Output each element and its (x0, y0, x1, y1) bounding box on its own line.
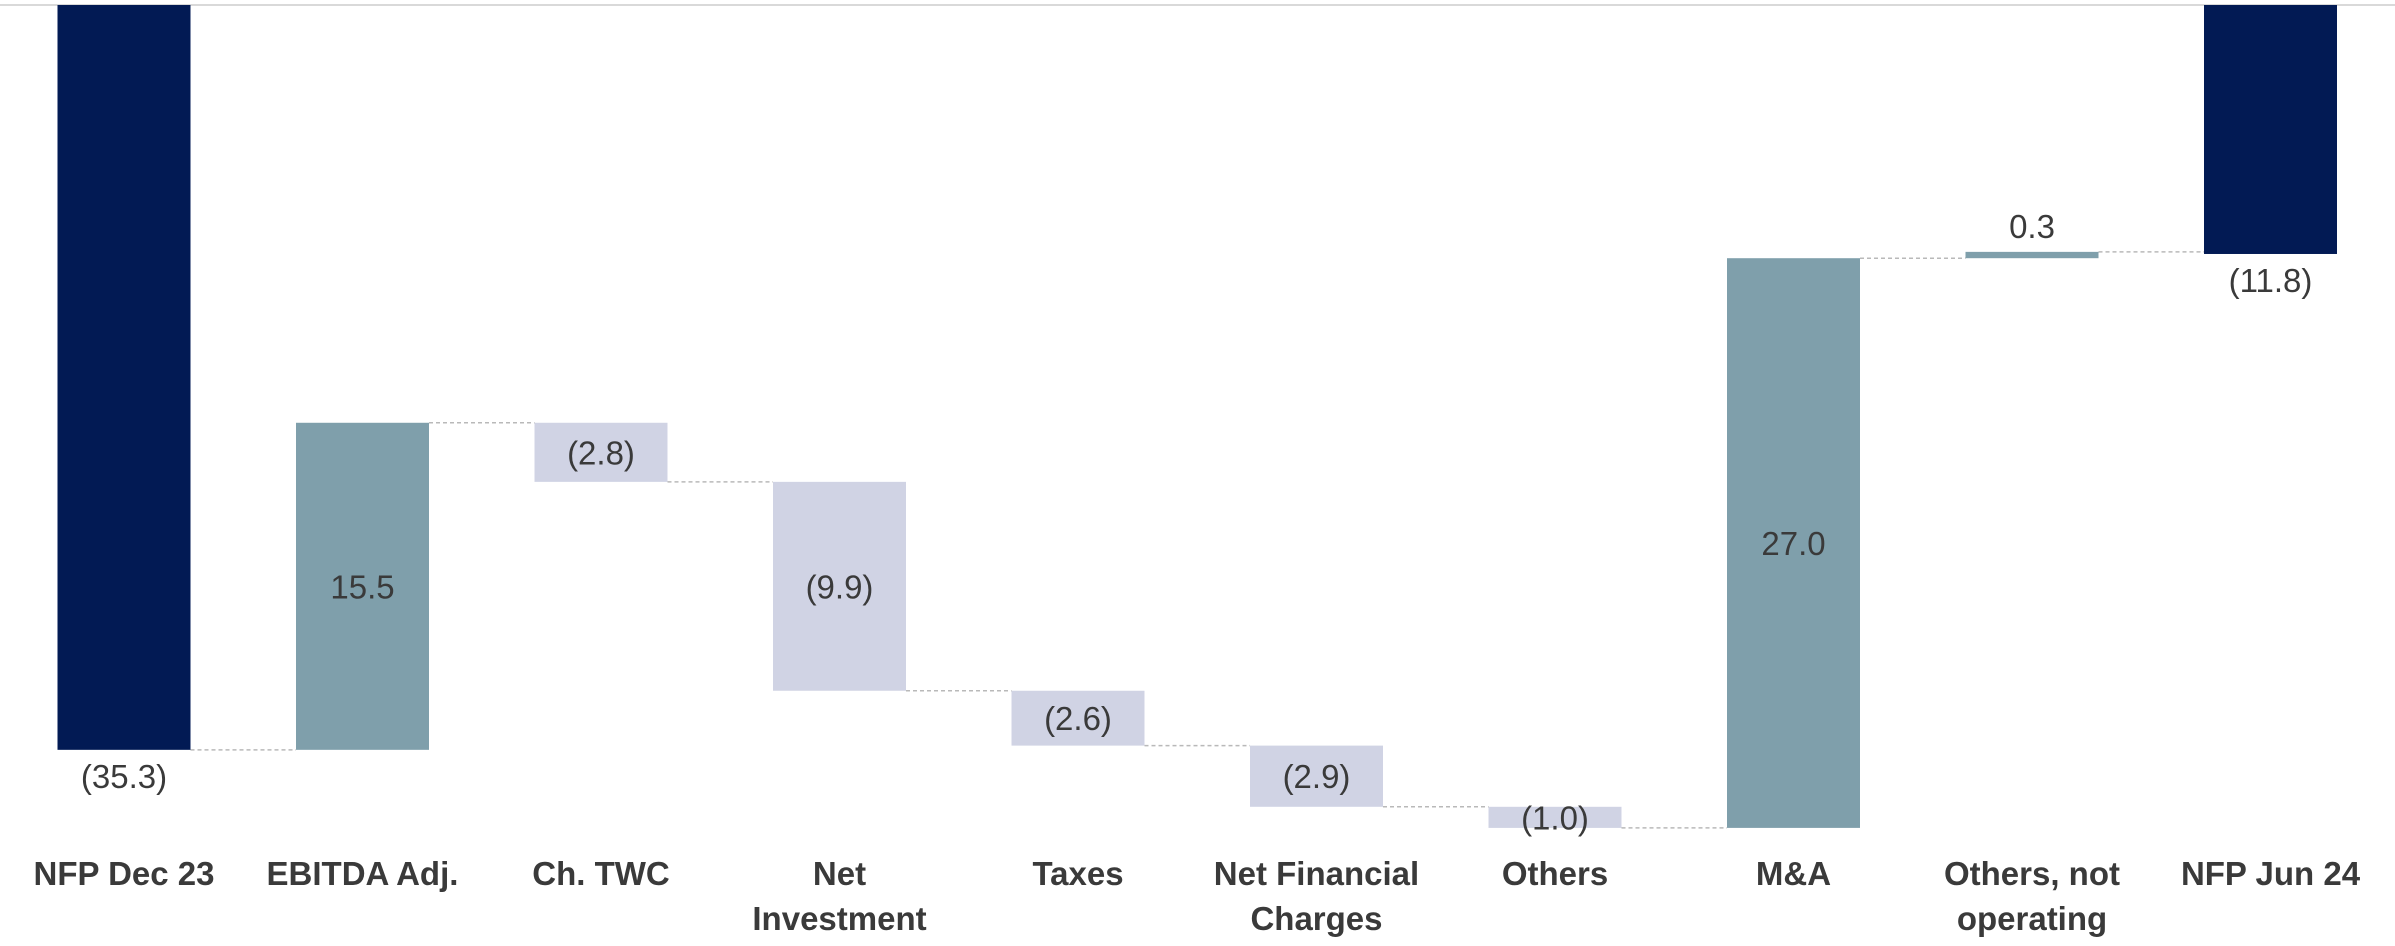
connector-lines (190, 251, 2204, 829)
category-labels: NFP Dec 23 EBITDA Adj. Ch. TWC Net Investmen… (34, 855, 2361, 937)
bar-net-financial-charges (1250, 745, 1383, 807)
bar-ebitda-adj (296, 422, 429, 750)
value-label-ch-twc: (2.8) (567, 434, 635, 471)
category-label-line: NFP Jun 24 (2181, 855, 2361, 892)
value-label-others-not-operating: 0.3 (2009, 208, 2055, 245)
category-label-nfp-dec-23: NFP Dec 23 (34, 855, 215, 892)
category-label-line: Ch. TWC (532, 855, 669, 892)
bar-manda (1727, 258, 1860, 828)
category-label-line: Others (1502, 855, 1608, 892)
value-label-ebitda-adj: 15.5 (330, 568, 394, 605)
bar-others-not-operating (1965, 251, 2099, 259)
category-label-line: Taxes (1032, 855, 1123, 892)
category-label-others: Others (1502, 855, 1608, 892)
category-label-line: Net Financial (1214, 855, 1419, 892)
category-label-manda: M&A (1756, 855, 1831, 892)
category-label-ch-twc: Ch. TWC (532, 855, 669, 892)
bar-taxes (1011, 690, 1145, 746)
category-label-line: operating (1957, 900, 2107, 937)
value-label-nfp-dec-23: (35.3) (81, 758, 167, 795)
bar-nfp-jun-24 (2204, 5, 2337, 254)
bar-net-investment (773, 481, 906, 691)
category-label-net-investment: Net Investment (752, 855, 926, 937)
category-label-net-financial-charges: Net Financial Charges (1214, 855, 1419, 937)
category-label-line: Net (813, 855, 866, 892)
bar-others (1488, 806, 1622, 828)
bar-nfp-dec-23 (57, 5, 191, 750)
value-label-manda: 27.0 (1761, 525, 1825, 562)
category-label-taxes: Taxes (1032, 855, 1123, 892)
category-label-line: NFP Dec 23 (34, 855, 215, 892)
category-label-line: EBITDA Adj. (267, 855, 459, 892)
category-label-nfp-jun-24: NFP Jun 24 (2181, 855, 2361, 892)
category-label-line: Others, not (1944, 855, 2120, 892)
value-label-net-investment: (9.9) (806, 568, 874, 605)
value-label-others: (1.0) (1521, 799, 1589, 836)
value-label-net-financial-charges: (2.9) (1283, 758, 1351, 795)
category-label-line: Investment (752, 900, 926, 937)
category-label-others-not-operating: Others, not operating (1944, 855, 2120, 937)
value-label-taxes: (2.6) (1044, 700, 1112, 737)
bars (57, 5, 2337, 828)
value-label-nfp-jun-24: (11.8) (2229, 262, 2313, 299)
bar-ch-twc (534, 422, 668, 482)
category-label-line: Charges (1250, 900, 1382, 937)
value-labels: (35.3) 15.5 (2.8) (9.9) (2.6) (2.9) (1.0) 27.0 0… (81, 208, 2312, 836)
category-label-line: M&A (1756, 855, 1831, 892)
category-label-ebitda-adj: EBITDA Adj. (267, 855, 459, 892)
